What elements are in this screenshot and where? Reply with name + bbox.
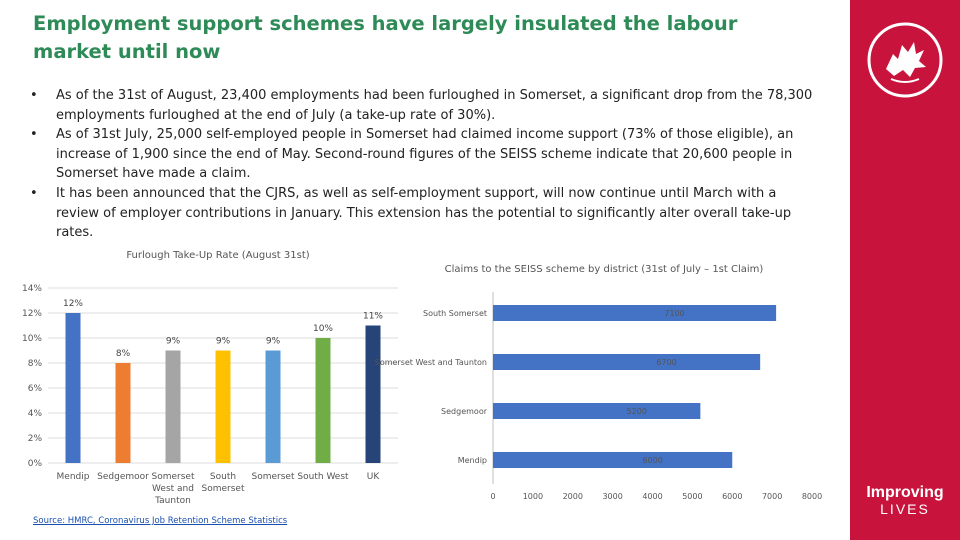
chart1-bar (115, 363, 131, 463)
chart2-x-tick-label: 7000 (762, 492, 782, 501)
bullet-item: As of the 31st of August, 23,400 employm… (30, 86, 820, 125)
chart1-x-tick-label: South Somerset (202, 472, 245, 494)
chart1-data-label: 12% (63, 299, 83, 309)
chart2-x-tick-label: 0 (490, 492, 495, 501)
chart2-x-tick-label: 6000 (722, 492, 742, 501)
charts-canvas: Furlough Take-Up Rate (August 31st) 0% 2% 4… (22, 250, 822, 506)
chart2-x-tick-label: 3000 (602, 492, 622, 501)
chart1-bar (165, 350, 181, 463)
chart2-x-tick-label: 2000 (563, 492, 583, 501)
chart2-x-tick-label: 1000 (523, 492, 543, 501)
chart1-x-tick-label: South West (297, 472, 349, 482)
chart1-y-tick-label: 12% (22, 309, 42, 319)
chart1-data-label: 10% (313, 324, 333, 334)
chart1-data-label: 9% (266, 337, 281, 347)
chart2-bar (493, 403, 701, 419)
brand-line1: Improving (866, 484, 944, 501)
chart1-bar (365, 325, 381, 463)
chart2-bar (493, 305, 777, 321)
chart2-x-tick-label: 4000 (642, 492, 662, 501)
chart1-bar (265, 350, 281, 463)
chart2-data-label: 6700 (656, 358, 676, 367)
chart2-category-label: Somerset West and Taunton (375, 358, 487, 367)
chart1-data-label: 11% (363, 312, 383, 322)
chart1-bar (65, 313, 81, 463)
chart1-y-tick-label: 4% (28, 409, 43, 419)
chart1-bar (215, 350, 231, 463)
chart1-x-tick-label: Sedgemoor (97, 472, 149, 482)
chart2-data-label: 6000 (642, 456, 662, 465)
chart1-x-tick-label: Mendip (57, 472, 90, 482)
chart1-y-tick-label: 2% (28, 434, 43, 444)
chart2-bar (493, 354, 761, 370)
chart1-x-tick-label: Somerset (252, 472, 295, 482)
chart1-data-label: 8% (116, 349, 131, 359)
source-link[interactable]: Source: HMRC, Coronavirus Job Retention … (33, 516, 288, 526)
bullet-item: As of 31st July, 25,000 self-employed pe… (30, 125, 820, 184)
chart1-bar (315, 338, 331, 463)
brand-logo: Improving LIVES (850, 484, 960, 518)
chart1-data-label: 9% (166, 337, 181, 347)
chart2-bar (493, 452, 733, 468)
bullet-list: As of the 31st of August, 23,400 employm… (30, 86, 820, 243)
chart2-category-label: Sedgemoor (441, 407, 488, 416)
chart1-y-tick-label: 8% (28, 359, 43, 369)
chart1-x-tick-label: UK (367, 472, 381, 482)
chart1-x-tick-label: Somerset West and Taunton (152, 472, 195, 506)
chart1-y-tick-label: 6% (28, 384, 43, 394)
chart2-data-label: 7100 (664, 309, 684, 318)
chart2-title: Claims to the SEISS scheme by district (… (445, 264, 764, 275)
chart2-category-label: Mendip (458, 456, 487, 465)
bullet-item: It has been announced that the CJRS, as … (30, 184, 820, 243)
chart1-y-tick-label: 10% (22, 334, 42, 344)
chart1-y-tick-label: 14% (22, 284, 42, 294)
brand-sidebar (850, 0, 960, 540)
chart2-x-tick-label: 8000 (802, 492, 822, 501)
chart2-data-label: 5200 (626, 407, 646, 416)
chart1-data-label: 9% (216, 337, 231, 347)
dragon-crest-icon (867, 22, 943, 98)
chart1-title: Furlough Take-Up Rate (August 31st) (126, 250, 309, 261)
chart1-y-tick-label: 0% (28, 459, 43, 469)
page-title: Employment support schemes have largely … (33, 12, 738, 63)
brand-line2: LIVES (880, 501, 930, 517)
chart2-x-tick-label: 5000 (682, 492, 702, 501)
chart2-category-label: South Somerset (423, 309, 487, 318)
